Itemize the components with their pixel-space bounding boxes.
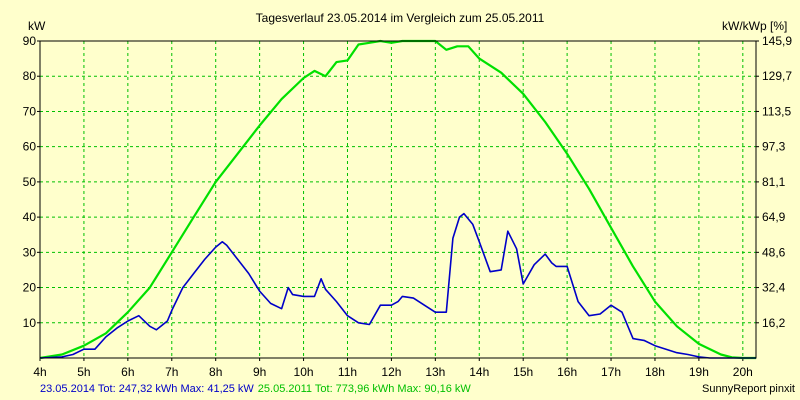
x-tick-label: 4h — [33, 365, 46, 379]
y-tick-label-left: 30 — [23, 245, 37, 259]
y-tick-label-left: 70 — [23, 104, 37, 118]
footer-legend-2011: 25.05.2011 Tot: 773,96 kWh Max: 90,16 kW — [258, 383, 472, 395]
x-tick-label: 5h — [77, 365, 90, 379]
y-tick-label-left: 80 — [23, 69, 37, 83]
x-tick-label: 11h — [338, 365, 357, 379]
y-tick-label-right: 129,7 — [762, 69, 792, 83]
x-tick-label: 17h — [601, 365, 621, 379]
x-tick-label: 18h — [645, 365, 665, 379]
y-tick-label-left: 50 — [23, 175, 37, 189]
y-axis-label-right: kW/kWp [%] — [722, 19, 787, 33]
y-tick-label-left: 20 — [23, 281, 37, 295]
x-tick-label: 20h — [733, 365, 753, 379]
x-tick-label: 7h — [165, 365, 178, 379]
x-tick-label: 15h — [513, 365, 533, 379]
y-tick-label-left: 40 — [23, 210, 37, 224]
plot-frame — [39, 40, 757, 359]
y-tick-label-right: 32,4 — [762, 281, 786, 295]
y-axis-label-left: kW — [28, 19, 46, 33]
x-tick-label: 8h — [209, 365, 222, 379]
x-ticks: 4h 5h 6h 7h 8h 9h 10h 11h 12h 13h 14h 15h 16h 17h 18h 1… — [33, 358, 753, 379]
x-tick-label: 6h — [121, 365, 134, 379]
series-line-2014 — [39, 212, 756, 359]
y-tick-label-right: 16,2 — [762, 316, 786, 330]
x-tick-label: 19h — [689, 365, 709, 379]
y-tick-label-right: 48,6 — [762, 245, 786, 259]
x-tick-label: 10h — [294, 365, 314, 379]
y-tick-label-left: 60 — [23, 140, 37, 154]
y-tick-label-right: 113,5 — [762, 104, 791, 118]
y-tick-label-right: 81,1 — [762, 175, 786, 189]
x-tick-label: 14h — [469, 365, 489, 379]
footer-credit: SunnyReport pinxit — [702, 383, 795, 395]
y-tick-label-right: 64,9 — [762, 210, 786, 224]
footer-legend-2014: 23.05.2014 Tot: 247,32 kWh Max: 41,25 kW — [40, 383, 254, 395]
chart-title: Tagesverlauf 23.05.2014 im Vergleich zum… — [256, 11, 545, 25]
y-ticks-left: 10 20 30 40 50 60 70 80 90 — [23, 34, 40, 330]
y-ticks-right: 16,2 32,4 48,6 64,9 81,1 97,3 113,5 129,7 145,9 — [756, 34, 792, 330]
grid — [39, 40, 756, 358]
x-tick-label: 9h — [253, 365, 266, 379]
x-tick-label: 12h — [381, 365, 401, 379]
x-tick-label: 13h — [425, 365, 445, 379]
y-tick-label-left: 90 — [23, 34, 37, 48]
x-tick-label: 16h — [557, 365, 577, 379]
y-tick-label-left: 10 — [23, 316, 37, 330]
y-tick-label-right: 97,3 — [762, 140, 786, 154]
y-tick-label-right: 145,9 — [762, 34, 792, 48]
